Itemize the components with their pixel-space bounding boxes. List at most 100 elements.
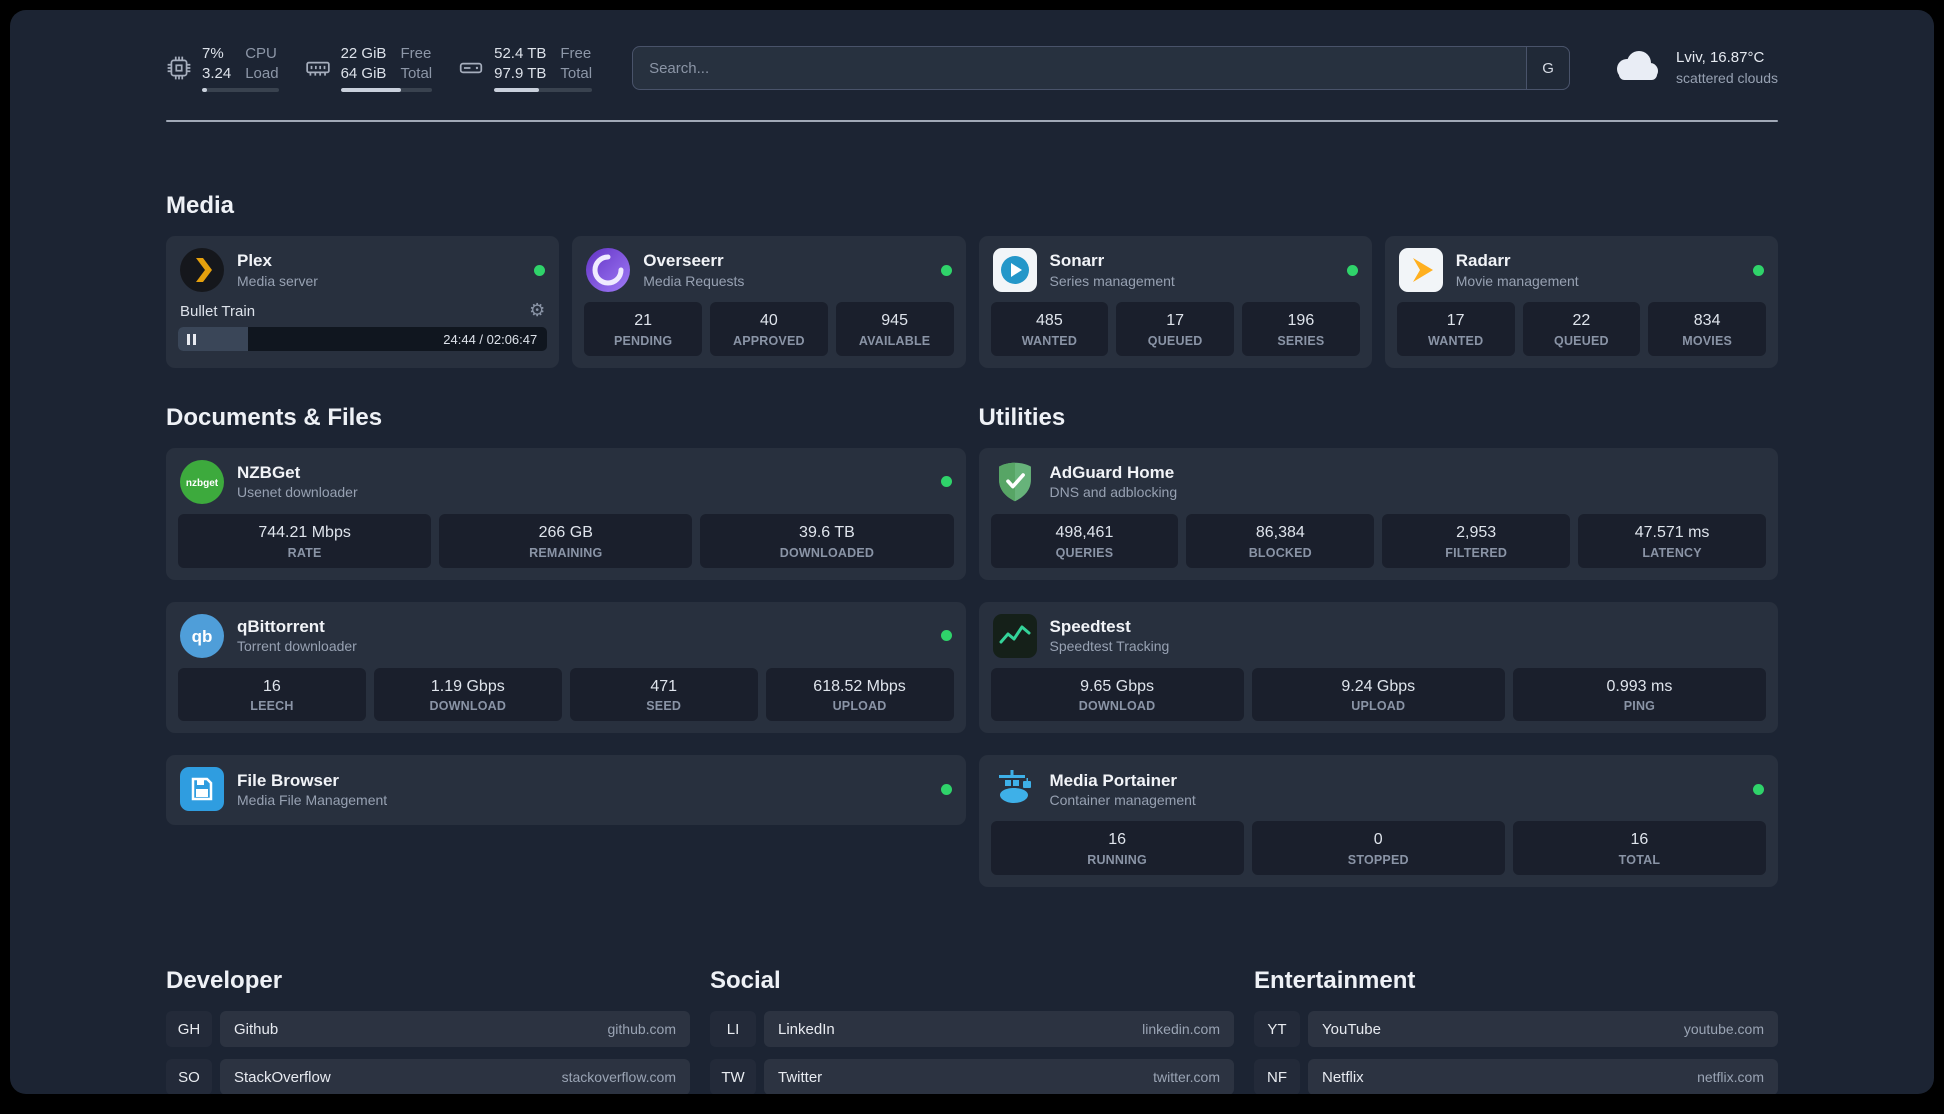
qbittorrent-icon: qb	[180, 613, 224, 658]
playback-progress-bar[interactable]: 24:44 / 02:06:47	[178, 327, 548, 351]
cpu-icon	[166, 55, 192, 81]
app-title-block: qBittorrent Torrent downloader	[237, 616, 357, 655]
service-card-overseerr[interactable]: Overseerr Media Requests 21 PENDING 40 A…	[572, 236, 966, 368]
bookmark-name: YouTube	[1322, 1020, 1381, 1038]
app-description: Media Requests	[643, 272, 745, 289]
cpu-label: CPU	[245, 45, 277, 62]
memory-progress-track	[340, 88, 433, 92]
stat-tile: 618.52 Mbps UPLOAD	[765, 667, 954, 722]
bookmark-twitter[interactable]: TW Twitter twitter.com	[710, 1059, 1234, 1094]
cpu-progress-track	[202, 88, 279, 92]
stat-tile: 498,461 QUERIES	[990, 513, 1179, 568]
stat-value: 16	[263, 677, 281, 695]
card-header: nzbget NZBGet Usenet downloader	[178, 458, 954, 514]
cpu-widget[interactable]: 7% 3.24 CPU Load	[166, 44, 279, 92]
stat-tile: 471 SEED	[569, 667, 758, 722]
stat-value: 471	[650, 677, 678, 695]
service-card-filebrowser[interactable]: File Browser Media File Management	[166, 755, 966, 826]
cpu-load-label: Load	[245, 64, 279, 82]
portainer-icon	[993, 767, 1037, 811]
search-provider-button[interactable]: G	[1526, 46, 1571, 90]
stats-row: 9.65 Gbps DOWNLOAD 9.24 Gbps UPLOAD 0.99…	[990, 667, 1767, 722]
service-card-speedtest[interactable]: Speedtest Speedtest Tracking 9.65 Gbps D…	[978, 601, 1778, 734]
stat-value: 945	[881, 312, 908, 329]
service-card-adguard[interactable]: AdGuard Home DNS and adblocking 498,461 …	[978, 447, 1778, 580]
stat-label: QUEUED	[1554, 333, 1609, 348]
bookmark-name: LinkedIn	[778, 1020, 835, 1038]
service-card-plex[interactable]: Plex Media server Bullet Train ⚙ 24:44 /…	[166, 236, 560, 368]
app-description: Media File Management	[237, 791, 388, 808]
app-description: Speedtest Tracking	[1049, 638, 1170, 655]
stat-value: 40	[759, 312, 778, 329]
plex-now-playing-widget: Bullet Train ⚙ 24:44 / 02:06:47	[178, 300, 548, 351]
stat-tile: 834 MOVIES	[1648, 302, 1766, 356]
disk-free-value: 52.4 TB	[494, 45, 547, 62]
stat-label: DOWNLOAD	[429, 699, 507, 714]
stat-value: 21	[634, 312, 653, 329]
sonarr-icon	[992, 248, 1037, 292]
stat-tile: 0.993 ms PING	[1512, 667, 1767, 722]
pause-icon[interactable]	[187, 333, 196, 345]
stat-label: DOWNLOAD	[1078, 699, 1156, 714]
stat-value: 485	[1036, 312, 1063, 329]
stat-tile: 47.571 ms LATENCY	[1578, 513, 1766, 568]
bookmark-name: Twitter	[778, 1068, 823, 1086]
status-dot-online	[534, 264, 546, 276]
weather-widget[interactable]: Lviv, 16.87°C scattered clouds	[1610, 48, 1778, 89]
bookmark-stackoverflow[interactable]: SO StackOverflow stackoverflow.com	[166, 1059, 690, 1094]
bookmark-github[interactable]: GH Github github.com	[166, 1011, 690, 1048]
stat-value: 9.65 Gbps	[1080, 677, 1154, 695]
bookmark-abbr: TW	[710, 1059, 756, 1094]
bookmark-netflix[interactable]: NF Netflix netflix.com	[1254, 1059, 1778, 1094]
app-name: Plex	[237, 251, 272, 271]
app-description: Torrent downloader	[237, 638, 357, 655]
stat-label: RUNNING	[1087, 853, 1147, 868]
cpu-loadavg-value: 3.24	[202, 64, 232, 82]
stat-label: STOPPED	[1347, 853, 1409, 868]
service-card-sonarr[interactable]: Sonarr Series management 485 WANTED 17 Q…	[978, 236, 1372, 368]
bookmarks-area: Developer GH Github github.com SO StackO…	[166, 967, 1778, 1094]
bookmark-url: stackoverflow.com	[561, 1069, 676, 1086]
stat-label: UPLOAD	[832, 699, 887, 714]
service-card-nzbget[interactable]: nzbget NZBGet Usenet downloader 744.21 M…	[166, 447, 966, 580]
section-title-media: Media	[166, 192, 235, 219]
stat-label: REMAINING	[529, 545, 603, 560]
stat-label: BLOCKED	[1248, 545, 1312, 560]
service-card-portainer[interactable]: Media Portainer Container management 16 …	[978, 755, 1778, 888]
bookmark-youtube[interactable]: YT YouTube youtube.com	[1254, 1011, 1778, 1048]
nzbget-icon: nzbget	[180, 459, 224, 504]
card-header: Media Portainer Container management	[991, 765, 1767, 821]
stat-label: MOVIES	[1682, 333, 1733, 348]
stat-tile: 2,953 FILTERED	[1382, 513, 1571, 568]
memory-widget[interactable]: 22 GiB 64 GiB Free Total	[305, 44, 433, 92]
disk-total-value: 97.9 TB	[494, 64, 547, 82]
app-description: Usenet downloader	[237, 484, 358, 501]
app-name: Radarr	[1455, 251, 1511, 271]
stat-value: 196	[1287, 312, 1315, 329]
bookmark-abbr: GH	[166, 1011, 212, 1047]
bookmark-abbr: LI	[710, 1011, 756, 1047]
overseerr-icon	[586, 248, 631, 292]
service-card-radarr[interactable]: Radarr Movie management 17 WANTED 22 QUE…	[1384, 236, 1778, 368]
svg-text:nzbget: nzbget	[186, 478, 219, 489]
search-bar: G	[632, 46, 1571, 90]
stat-tile: 22 QUEUED	[1522, 302, 1641, 356]
stat-value: 9.24 Gbps	[1341, 677, 1416, 695]
section-title-documents: Documents & Files	[166, 403, 383, 431]
disk-widget[interactable]: 52.4 TB 97.9 TB Free Total	[458, 44, 593, 92]
memory-progress-fill	[340, 88, 401, 92]
bookmark-abbr: YT	[1254, 1011, 1300, 1047]
stat-value: 16	[1630, 831, 1649, 849]
stat-value: 47.571 ms	[1634, 523, 1710, 541]
stat-tile: 21 PENDING	[584, 302, 702, 356]
now-playing-title: Bullet Train	[180, 302, 256, 320]
bookmark-linkedin[interactable]: LI LinkedIn linkedin.com	[710, 1011, 1234, 1048]
stat-tile: 196 SERIES	[1242, 302, 1360, 356]
widget-settings-icon[interactable]: ⚙	[529, 300, 546, 321]
service-card-qbittorrent[interactable]: qb qBittorrent Torrent downloader 16 LEE…	[166, 601, 966, 734]
memory-total-label: Total	[400, 64, 433, 82]
memory-total-value: 64 GiB	[340, 64, 387, 82]
filebrowser-icon	[180, 767, 224, 812]
search-input[interactable]	[632, 46, 1571, 90]
bookmark-abbr: SO	[166, 1059, 212, 1094]
